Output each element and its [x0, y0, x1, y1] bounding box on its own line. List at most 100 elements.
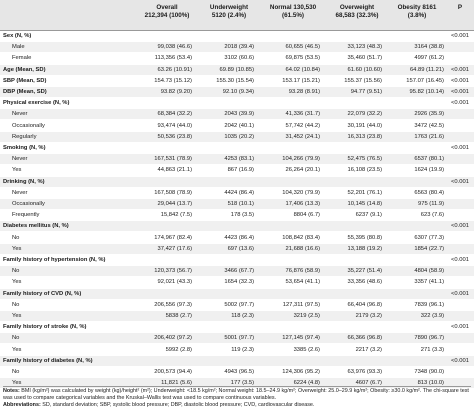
table-row: DBP (Mean, SD) 93.82 (9.20) 92.10 (9.34) 93…	[0, 87, 474, 97]
cell-value: 35,227 (51.4)	[347, 268, 382, 275]
cell-value: 52,475 (76.5)	[347, 156, 382, 163]
table-header: Overall 212,394 (100%) Underweight 5120 (2…	[0, 0, 474, 31]
cell-value: 93.82 (9.20)	[160, 89, 192, 95]
row-label: SBP (Mean, SD)	[3, 77, 47, 84]
cell-value: 104,320 (79.9)	[282, 189, 320, 196]
cell-value: 76,876 (58.9)	[285, 268, 320, 275]
cell-value: 57,742 (44.2)	[285, 122, 320, 129]
cell-value: 94.77 (9.51)	[350, 89, 382, 95]
cell-value: 4997 (61.2)	[414, 55, 444, 62]
cell-value: 99,038 (46.6)	[157, 44, 192, 51]
row-label: Family history of CVD (N, %)	[3, 290, 82, 297]
cell-value: 2179 (3.2)	[355, 313, 382, 319]
cell-value: 4253 (83.1)	[224, 156, 254, 163]
cell-p-value: <0.001	[451, 66, 469, 73]
row-label: Occasionally	[12, 122, 45, 129]
cell-value: 55,395 (80.8)	[347, 234, 382, 241]
cell-value: 63,976 (93.3)	[347, 369, 382, 375]
cell-value: 124,306 (95.2)	[282, 369, 320, 375]
cell-value: 66,404 (96.8)	[347, 301, 382, 308]
cell-value: 50,536 (23.8)	[157, 133, 192, 140]
cell-value: 16,108 (23.5)	[347, 167, 382, 174]
cell-value: 3385 (2.6)	[293, 346, 320, 353]
cell-value: 5992 (2.8)	[165, 346, 192, 353]
table-row: SBP (Mean, SD) 154.73 (15.12) 155.30 (15.5…	[0, 76, 474, 86]
cell-value: 69,875 (53.5)	[285, 55, 320, 62]
table-row: Male 99,038 (46.6) 2018 (39.4) 60,655 (46.5…	[0, 42, 474, 53]
table-row: Diabetes mellitus (N, %) <0.001	[0, 221, 474, 232]
table-row: No 206,402 (97.2) 5001 (97.7) 127,145 (97.4…	[0, 333, 474, 344]
cell-value: 108,842 (83.4)	[282, 234, 320, 241]
cell-value: 867 (16.9)	[227, 167, 254, 174]
row-label: Physical exercise (N, %)	[3, 100, 70, 107]
cell-value: 113,356 (53.4)	[154, 55, 192, 62]
cell-value: 93,474 (44.0)	[157, 122, 192, 129]
cell-value: 1035 (20.2)	[224, 133, 254, 140]
row-label: Regularly	[12, 133, 37, 140]
table-row: Family history of stroke (N, %) <0.001	[0, 322, 474, 332]
cell-value: 200,573 (94.4)	[154, 369, 192, 375]
cell-value: 7890 (96.7)	[414, 335, 444, 342]
row-label: Yes	[12, 167, 22, 174]
row-label: Yes	[12, 380, 22, 387]
header-overall: Overall 212,394 (100%)	[144, 4, 190, 19]
table-row: Regularly 50,536 (23.8) 1035 (20.2) 31,452 …	[0, 131, 474, 142]
cell-value: 157.07 (16.45)	[406, 77, 444, 84]
cell-value: 178 (3.5)	[230, 212, 254, 219]
row-label: Sex (N, %)	[3, 33, 32, 39]
row-label: Family history of hypertension (N, %)	[3, 257, 106, 263]
cell-value: 697 (13.6)	[227, 245, 254, 252]
cell-value: 68,384 (32.2)	[157, 111, 192, 118]
row-label: No	[12, 369, 20, 375]
cell-value: 33,356 (48.6)	[347, 279, 382, 286]
row-label: Diabetes mellitus (N, %)	[3, 223, 69, 230]
cell-value: 31,452 (24.1)	[285, 133, 320, 140]
cell-value: 15,842 (7.5)	[160, 212, 192, 219]
cell-value: 5001 (97.7)	[224, 335, 254, 342]
cell-value: 3102 (60.6)	[224, 55, 254, 62]
table-row: Family history of hypertension (N, %) <0.…	[0, 255, 474, 265]
cell-value: 623 (7.6)	[420, 212, 444, 219]
cell-value: 6307 (77.3)	[414, 234, 444, 241]
notes-line: Notes: BMI (kg/m²) was calculated by wei…	[3, 388, 469, 402]
row-label: Never	[12, 189, 28, 196]
cell-value: 29,044 (13.7)	[157, 201, 192, 207]
row-label: Yes	[12, 346, 22, 353]
header-p: P	[457, 4, 463, 11]
table-row: Family history of CVD (N, %) <0.001	[0, 288, 474, 299]
cell-p-value: <0.001	[451, 33, 469, 39]
cell-value: 69.89 (10.85)	[219, 66, 254, 73]
cell-value: 167,531 (78.9)	[154, 156, 192, 163]
cell-p-value: <0.001	[451, 223, 469, 230]
row-label: Drinking (N, %)	[3, 178, 45, 185]
abbreviations-line: Abbreviations: SD, standard deviation; S…	[3, 402, 315, 409]
cell-value: 154.73 (15.12)	[154, 77, 192, 84]
cell-value: 52,201 (76.1)	[347, 189, 382, 196]
cell-value: 119 (2.3)	[231, 346, 254, 353]
cell-value: 2217 (3.2)	[355, 346, 382, 353]
row-label: Yes	[12, 279, 22, 286]
cell-value: 4607 (6.7)	[355, 380, 382, 387]
cell-value: 1854 (22.7)	[414, 245, 444, 252]
cell-value: 3164 (38.8)	[414, 44, 444, 51]
cell-value: 1763 (21.6)	[414, 133, 444, 140]
table-row: Yes 11,821 (5.6) 177 (3.5) 6224 (4.8) 4607 (…	[0, 378, 474, 389]
table-row: Frequently 15,842 (7.5) 178 (3.5) 8804 (6.7…	[0, 210, 474, 220]
table-row: Family history of diabetes (N, %) <0.001	[0, 355, 474, 366]
cell-value: 153.17 (15.21)	[282, 77, 320, 84]
cell-p-value: <0.001	[451, 100, 469, 107]
cell-p-value: <0.001	[451, 324, 469, 331]
cell-value: 37,427 (17.6)	[157, 245, 192, 252]
cell-value: 3357 (41.1)	[414, 279, 444, 286]
row-label: Yes	[12, 313, 22, 319]
cell-value: 104,266 (79.9)	[282, 156, 320, 163]
table-row: No 120,373 (56.7) 3466 (67.7) 76,876 (58.9)…	[0, 266, 474, 277]
cell-value: 4943 (96.5)	[224, 369, 254, 375]
cell-value: 118 (2.3)	[231, 313, 254, 319]
cell-value: 41,336 (31.7)	[285, 111, 320, 118]
cell-value: 4804 (58.9)	[414, 268, 444, 275]
cell-value: 127,311 (97.5)	[282, 301, 320, 308]
cell-value: 17,406 (13.3)	[285, 201, 320, 207]
cell-value: 975 (11.9)	[418, 201, 444, 207]
cell-value: 174,967 (82.4)	[154, 234, 192, 241]
